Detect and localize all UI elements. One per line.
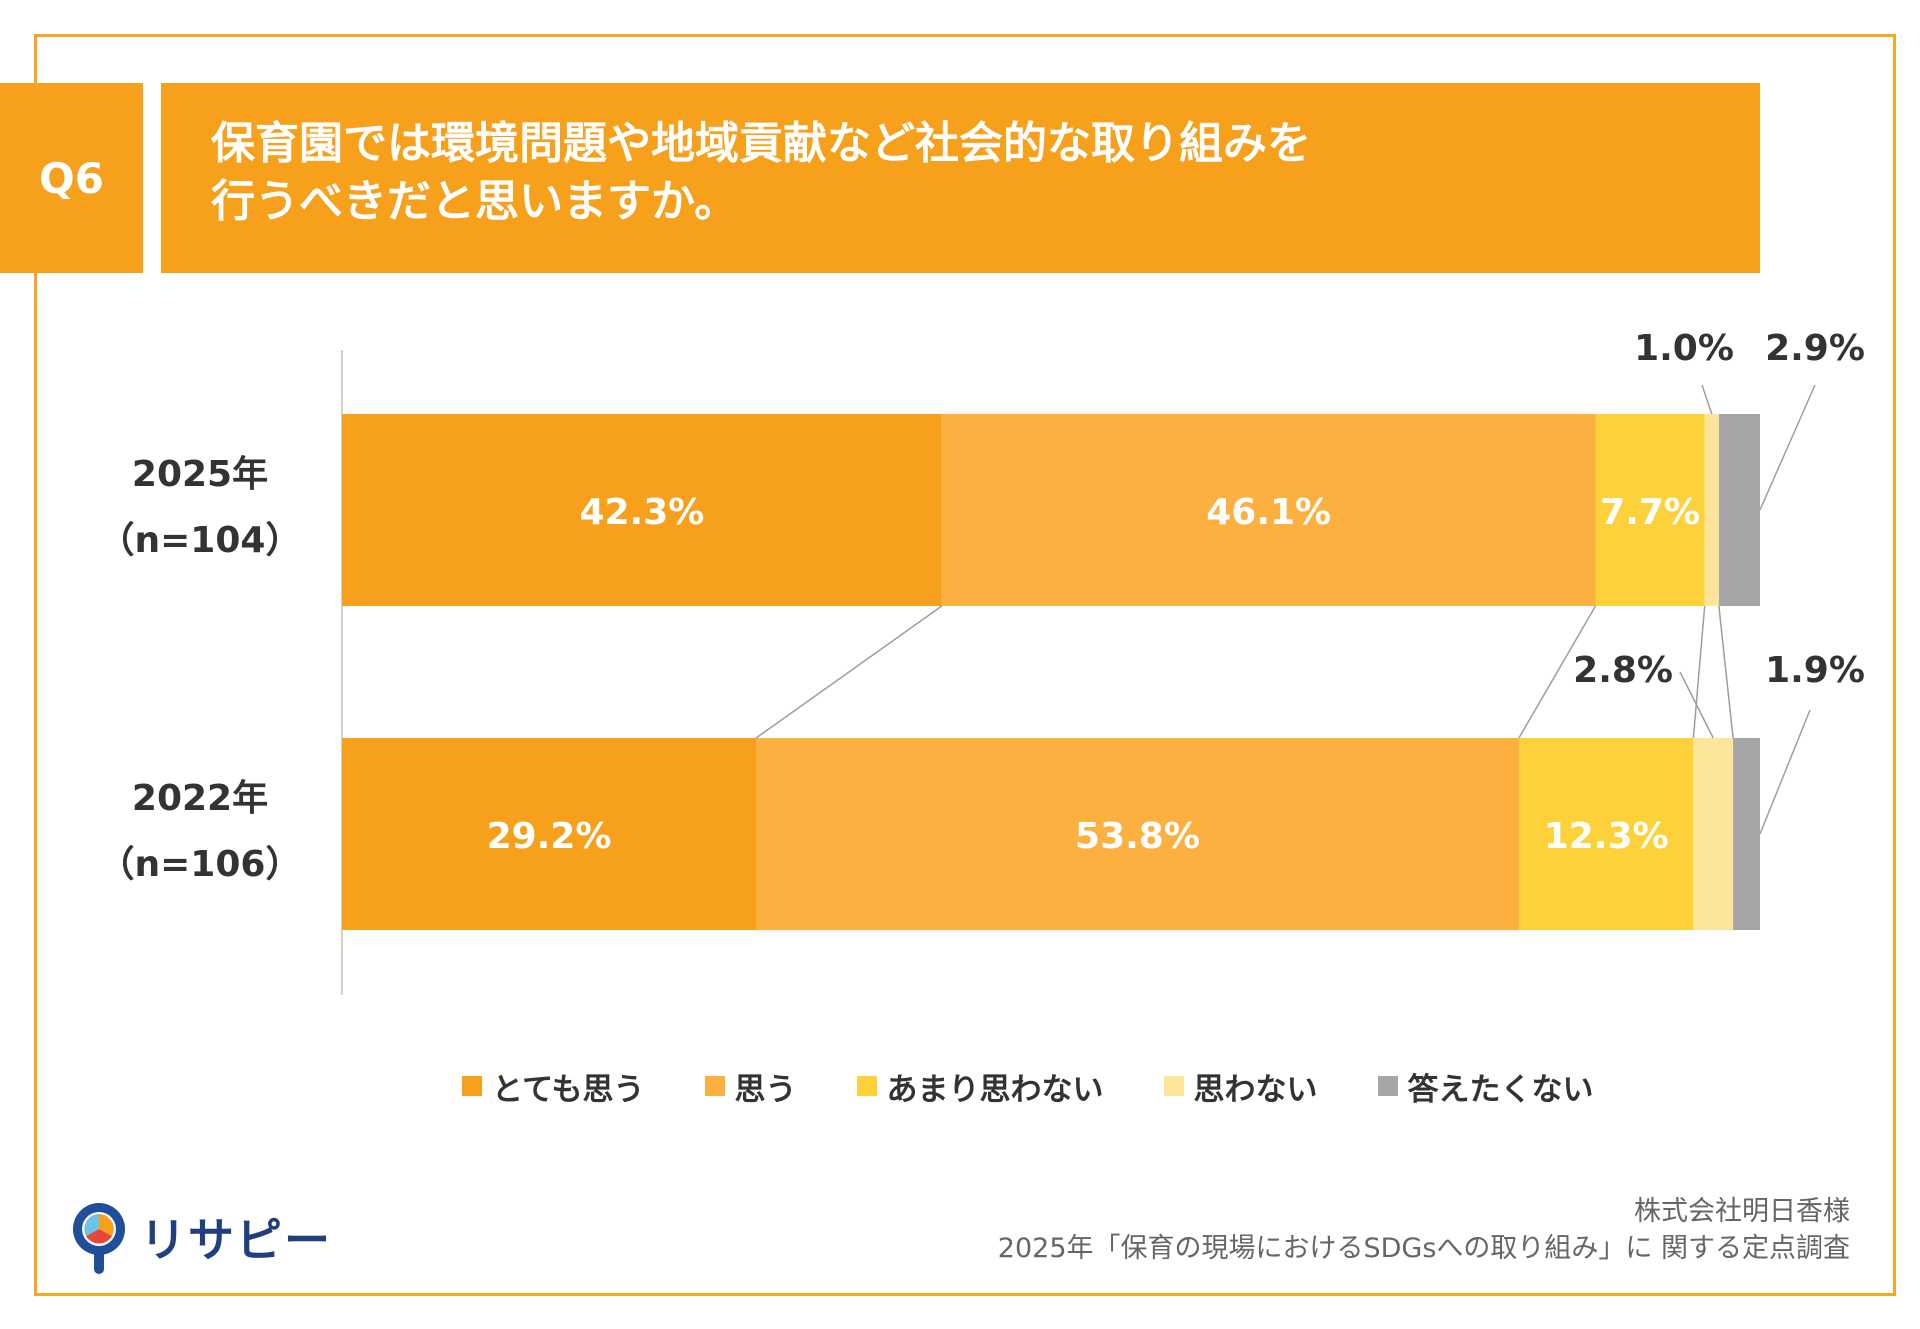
bar-segment-0-0 xyxy=(342,414,942,606)
bar-segment-0-4 xyxy=(1718,414,1760,606)
legend-swatch xyxy=(856,1076,877,1096)
series-connector-line-3 xyxy=(1718,605,1734,739)
data-label: 42.3% xyxy=(579,492,704,533)
legend-swatch xyxy=(704,1076,725,1096)
question-title-line-2: 行うべきだと思いますか。 xyxy=(211,176,739,227)
bar-segment-1-4 xyxy=(1733,738,1760,930)
source-line-2: 2025年「保育の現場におけるSDGsへの取り組み」に 関する定点調査 xyxy=(997,1233,1850,1264)
category-n-label: （n=106） xyxy=(99,844,302,885)
legend-label: 答えたくない xyxy=(1407,1071,1594,1108)
brand-logo-text: リサピー xyxy=(140,1213,332,1267)
callout-leader-line xyxy=(1701,384,1713,415)
callout-data-label: 2.9% xyxy=(1765,328,1865,369)
question-title-line-1: 保育園では環境問題や地域貢献など社会的な取り組みを xyxy=(211,118,1311,169)
legend-item: 思わない xyxy=(1163,1064,1318,1109)
callout-data-label: 1.9% xyxy=(1765,650,1865,691)
legend-item: あまり思わない xyxy=(856,1064,1104,1109)
source-line-1: 株式会社明日香様 xyxy=(1634,1196,1850,1227)
legend-label: とても思う xyxy=(492,1071,645,1108)
data-label: 29.2% xyxy=(487,816,612,857)
callout-leader-line xyxy=(1759,384,1816,511)
callout-leader-line xyxy=(1759,709,1811,835)
callout-data-label: 2.8% xyxy=(1573,650,1673,691)
bar-segment-1-1 xyxy=(756,738,1519,930)
question-title: 保育園では環境問題や地域貢献など社会的な取り組みを 行うべきだと思いますか。 xyxy=(161,83,1760,273)
category-year-label: 2022年 xyxy=(132,778,268,819)
legend-swatch xyxy=(462,1076,482,1096)
bar-segment-1-3 xyxy=(1693,738,1734,930)
legend-item: 思う xyxy=(704,1064,797,1109)
legend-swatch xyxy=(1163,1076,1184,1096)
lollipop-logo-icon xyxy=(73,1203,125,1274)
question-number-badge: Q6 xyxy=(0,83,143,273)
chart-legend: とても思う 思う あまり思わない 思わない 答えたくない xyxy=(462,1064,1594,1109)
bar-segment-1-2 xyxy=(1518,738,1694,930)
legend-label: 思う xyxy=(734,1071,797,1108)
legend-item: 答えたくない xyxy=(1377,1064,1594,1109)
series-connector-line-2 xyxy=(1692,605,1706,739)
series-connector-line-1 xyxy=(1518,605,1597,739)
chart-frame xyxy=(34,34,1896,1296)
bar-segment-0-1 xyxy=(941,414,1596,606)
source-note: 株式会社明日香様 2025年「保育の現場におけるSDGsへの取り組み」に 関する… xyxy=(998,1193,1850,1267)
series-connector-line-0 xyxy=(755,605,943,739)
data-label: 12.3% xyxy=(1544,816,1669,857)
bar-segment-1-0 xyxy=(342,738,757,930)
brand-logo: リサピー xyxy=(70,1200,332,1274)
bar-segment-0-3 xyxy=(1704,414,1719,606)
category-year-label: 2025年 xyxy=(132,454,268,495)
legend-item: とても思う xyxy=(462,1064,645,1109)
data-label: 53.8% xyxy=(1075,816,1200,857)
data-label: 46.1% xyxy=(1206,492,1331,533)
legend-label: 思わない xyxy=(1193,1071,1318,1108)
callout-data-label: 1.0% xyxy=(1634,328,1734,369)
data-label: 7.7% xyxy=(1600,492,1700,533)
bar-segment-0-2 xyxy=(1595,414,1705,606)
legend-label: あまり思わない xyxy=(886,1071,1104,1108)
callout-leader-line xyxy=(1679,671,1714,739)
category-n-label: （n=104） xyxy=(99,520,302,561)
legend-swatch xyxy=(1377,1076,1398,1096)
